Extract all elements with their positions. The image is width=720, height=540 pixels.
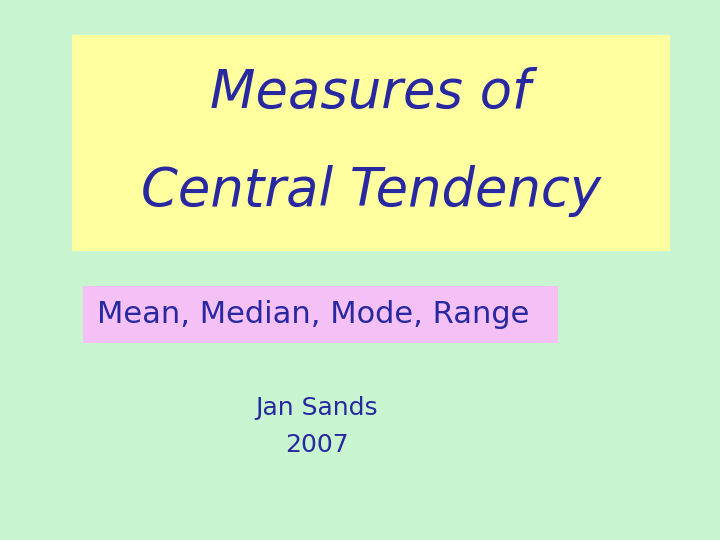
Text: Mean, Median, Mode, Range: Mean, Median, Mode, Range bbox=[97, 300, 530, 329]
FancyBboxPatch shape bbox=[83, 286, 558, 343]
Text: 2007: 2007 bbox=[285, 434, 348, 457]
Text: Measures of: Measures of bbox=[210, 68, 531, 119]
Text: Jan Sands: Jan Sands bbox=[256, 396, 378, 420]
Text: Central Tendency: Central Tendency bbox=[140, 165, 601, 217]
FancyBboxPatch shape bbox=[72, 35, 670, 251]
